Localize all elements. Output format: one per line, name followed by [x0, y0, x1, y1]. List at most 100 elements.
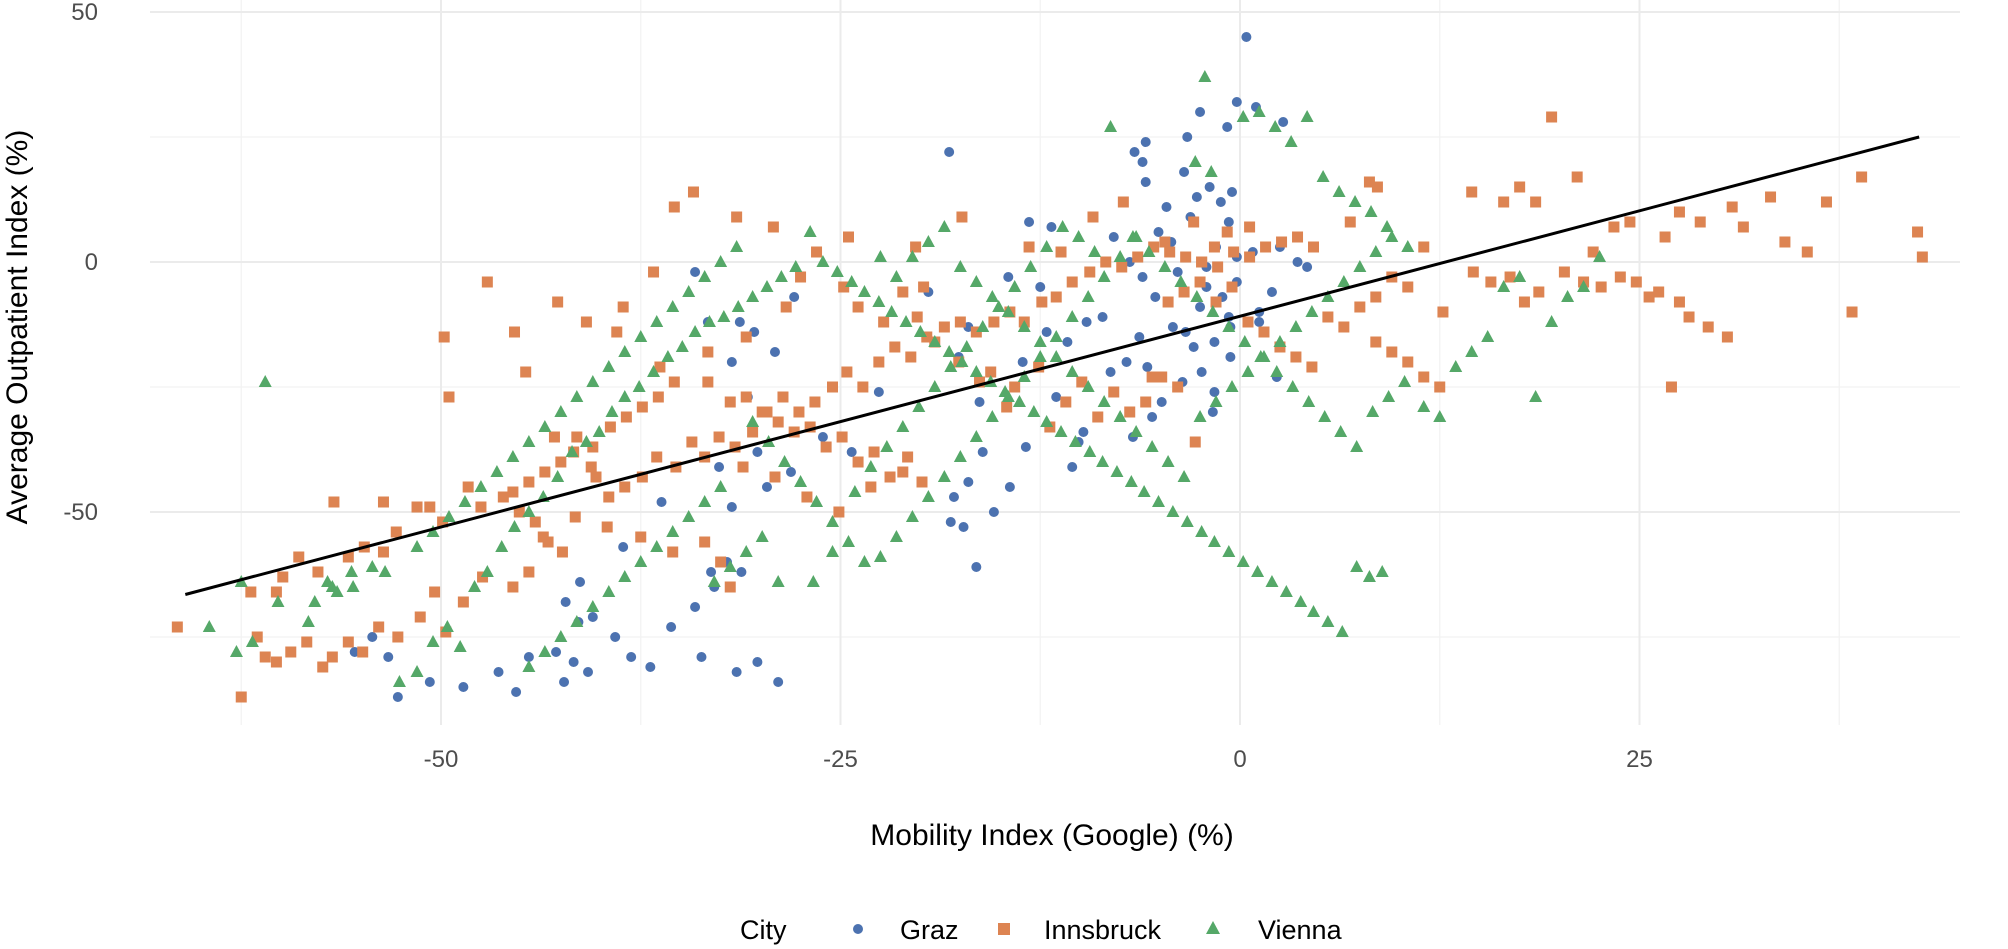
point-vienna [410, 540, 424, 552]
point-vienna [985, 290, 999, 302]
point-innsbruck [767, 221, 779, 233]
point-vienna [1382, 390, 1396, 402]
point-vienna [1033, 335, 1047, 347]
point-vienna [1321, 615, 1335, 627]
point-vienna [1198, 70, 1212, 82]
point-innsbruck [1737, 221, 1749, 233]
point-innsbruck [756, 406, 768, 418]
point-innsbruck [1172, 381, 1184, 393]
point-vienna [579, 435, 593, 447]
point-innsbruck [1912, 226, 1924, 238]
point-vienna [586, 375, 600, 387]
point-innsbruck [780, 301, 792, 313]
point-innsbruck [1132, 251, 1144, 263]
point-innsbruck [1653, 286, 1665, 298]
point-vienna [1161, 455, 1175, 467]
point-graz [785, 467, 796, 477]
point-innsbruck [652, 391, 664, 403]
point-innsbruck [1108, 386, 1120, 398]
point-vienna [873, 250, 887, 262]
point-vienna [1190, 290, 1204, 302]
point-vienna [889, 530, 903, 542]
point-innsbruck [836, 431, 848, 443]
point-innsbruck [1402, 281, 1414, 293]
point-innsbruck [1779, 236, 1791, 248]
point-innsbruck [520, 366, 532, 378]
point-graz [714, 462, 725, 472]
point-vienna [1137, 485, 1151, 497]
point-innsbruck [1673, 296, 1685, 308]
point-graz [846, 447, 857, 457]
point-vienna [392, 675, 406, 687]
point-vienna [714, 480, 728, 492]
point-innsbruck [1434, 381, 1446, 393]
point-vienna [1209, 395, 1223, 407]
point-vienna [1268, 120, 1282, 132]
legend-title: City [740, 915, 787, 945]
point-innsbruck [1338, 321, 1350, 333]
point-graz [551, 647, 562, 657]
point-vienna [682, 285, 696, 297]
point-innsbruck [1092, 411, 1104, 423]
point-innsbruck [1180, 251, 1192, 263]
point-innsbruck [841, 366, 853, 378]
point-innsbruck [635, 531, 647, 543]
point-vienna [1068, 435, 1082, 447]
point-vienna [586, 600, 600, 612]
point-innsbruck [1033, 361, 1045, 373]
point-vienna [426, 635, 440, 647]
point-vienna [1054, 425, 1068, 437]
point-innsbruck [580, 316, 592, 328]
point-graz [873, 387, 884, 397]
point-innsbruck [1344, 216, 1356, 228]
point-vienna [442, 510, 456, 522]
point-vienna [480, 565, 494, 577]
point-innsbruck [636, 401, 648, 413]
point-graz [958, 522, 969, 532]
point-innsbruck [617, 301, 629, 313]
point-vienna [921, 490, 935, 502]
point-vienna [1265, 575, 1279, 587]
point-innsbruck [1001, 401, 1013, 413]
point-vienna [440, 620, 454, 632]
point-vienna [271, 595, 285, 607]
point-innsbruck [620, 411, 632, 423]
point-innsbruck [667, 546, 679, 558]
point-innsbruck [1659, 231, 1671, 243]
point-vienna [522, 660, 536, 672]
point-innsbruck [852, 301, 864, 313]
point-vienna [202, 620, 216, 632]
point-vienna [1158, 260, 1172, 272]
point-vienna [1204, 165, 1218, 177]
point-innsbruck [457, 596, 469, 608]
point-innsbruck [838, 281, 850, 293]
point-vienna [1481, 330, 1495, 342]
point-graz [734, 317, 745, 327]
point-innsbruck [619, 481, 631, 493]
point-innsbruck [713, 431, 725, 443]
point-innsbruck [1820, 196, 1832, 208]
point-innsbruck [1306, 361, 1318, 373]
point-innsbruck [604, 421, 616, 433]
point-vienna [845, 275, 859, 287]
point-vienna [880, 440, 894, 452]
point-vienna [899, 315, 913, 327]
point-vienna [1012, 395, 1026, 407]
point-vienna [698, 495, 712, 507]
point-graz [1150, 292, 1161, 302]
point-innsbruck [809, 396, 821, 408]
point-vienna [969, 430, 983, 442]
point-vienna [666, 300, 680, 312]
point-vienna [1049, 330, 1063, 342]
point-innsbruck [377, 496, 389, 508]
point-innsbruck [956, 211, 968, 223]
point-vienna [1380, 220, 1394, 232]
point-graz [1041, 327, 1052, 337]
point-vienna [778, 455, 792, 467]
point-innsbruck [873, 356, 885, 368]
point-innsbruck [1226, 281, 1238, 293]
point-vienna [229, 645, 243, 657]
point-graz [618, 542, 629, 552]
point-innsbruck [1140, 396, 1152, 408]
point-graz [769, 347, 780, 357]
